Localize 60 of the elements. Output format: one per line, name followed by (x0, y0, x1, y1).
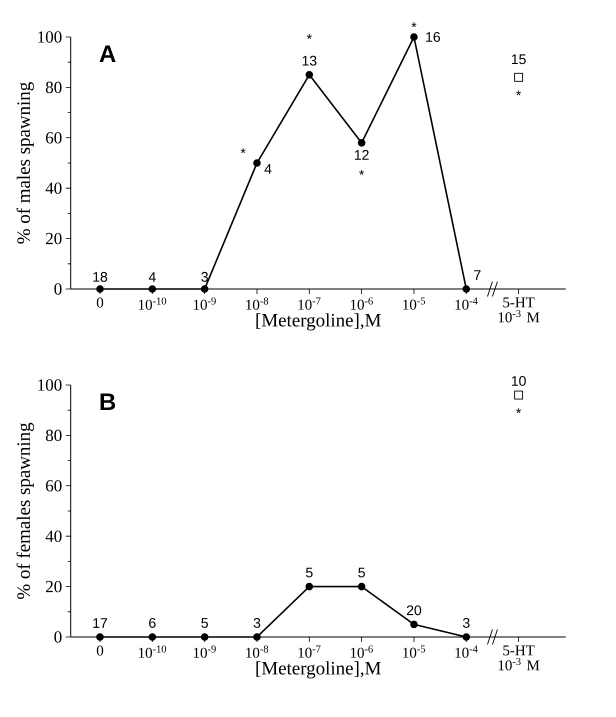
y-tick-label: 20 (46, 580, 62, 592)
x-tick-label: 10$^{-5}$ (403, 646, 426, 658)
annotation: 6 (149, 618, 156, 628)
annotation: 5 (358, 568, 365, 578)
x-tick-label: 5-HT 10$^{-3}$ M (498, 297, 540, 322)
x-tick-label: 5-HT 10$^{-3}$ M (498, 645, 540, 670)
x-tick-label: 0 (96, 645, 104, 656)
y-tick-label: 80 (46, 82, 62, 94)
annotation: 18 (93, 272, 108, 282)
annotation: 10 (512, 376, 526, 386)
annotation: 5 (306, 568, 313, 578)
y-tick-label: 40 (46, 182, 62, 194)
x-tick-label: 0 (96, 297, 104, 308)
x-tick-label: 10$^{-10}$ (138, 645, 166, 658)
annotation: 7 (474, 270, 481, 280)
x-axis-title: [Metergoline],M (256, 661, 381, 678)
annotation: * (411, 22, 416, 28)
x-tick-label: 10$^{-9}$ (194, 297, 216, 310)
annotation: 3 (201, 272, 208, 282)
x-tick-label: 10$^{-10}$ (138, 297, 166, 310)
chart-title: B (100, 394, 116, 410)
x-tick-label: 10$^{-6}$ (350, 297, 373, 310)
y-tick-label: 0 (54, 631, 62, 643)
x-tick-label: 10$^{-4}$ (456, 646, 478, 658)
annotation: 5 (201, 618, 208, 628)
x-tick-label: 10$^{-8}$ (246, 645, 268, 658)
y-tick-label: 100 (38, 31, 62, 43)
y-tick-label: 0 (54, 283, 62, 295)
y-tick-label: 100 (38, 379, 62, 391)
y-tick-label: 80 (46, 430, 62, 442)
y-tick-label: 20 (46, 232, 62, 244)
chart-title: A (100, 46, 116, 62)
x-tick-label: 10$^{-8}$ (246, 297, 268, 310)
x-axis-title: [Metergoline],M (256, 313, 381, 330)
y-axis-title: % of females spawning (16, 422, 34, 599)
x-tick-label: 10$^{-7}$ (298, 646, 321, 658)
annotation: 13 (302, 56, 316, 66)
annotation: * (516, 408, 522, 414)
annotation: * (359, 170, 364, 175)
annotation: 20 (406, 605, 422, 616)
y-axis-title: % of males spawning (16, 82, 34, 244)
annotation: 4 (148, 272, 156, 282)
annotation: * (306, 34, 312, 40)
annotation: 17 (93, 618, 108, 628)
annotation: 12 (354, 150, 369, 160)
y-tick-label: 60 (46, 480, 62, 492)
x-tick-label: 10$^{-5}$ (403, 298, 426, 310)
y-tick-label: 60 (46, 132, 62, 144)
y-tick-label: 40 (46, 530, 62, 542)
annotation: * (240, 148, 246, 154)
annotation: 15 (512, 54, 526, 64)
x-tick-label: 10$^{-6}$ (350, 645, 373, 658)
x-tick-label: 10$^{-7}$ (298, 298, 321, 310)
annotation: 3 (254, 618, 260, 628)
x-tick-label: 10$^{-4}$ (456, 298, 478, 310)
annotation: * (516, 90, 522, 96)
annotation: 3 (462, 618, 470, 628)
x-tick-label: 10$^{-9}$ (194, 645, 216, 658)
annotation: 4 (264, 164, 272, 174)
annotation: 16 (426, 32, 440, 42)
